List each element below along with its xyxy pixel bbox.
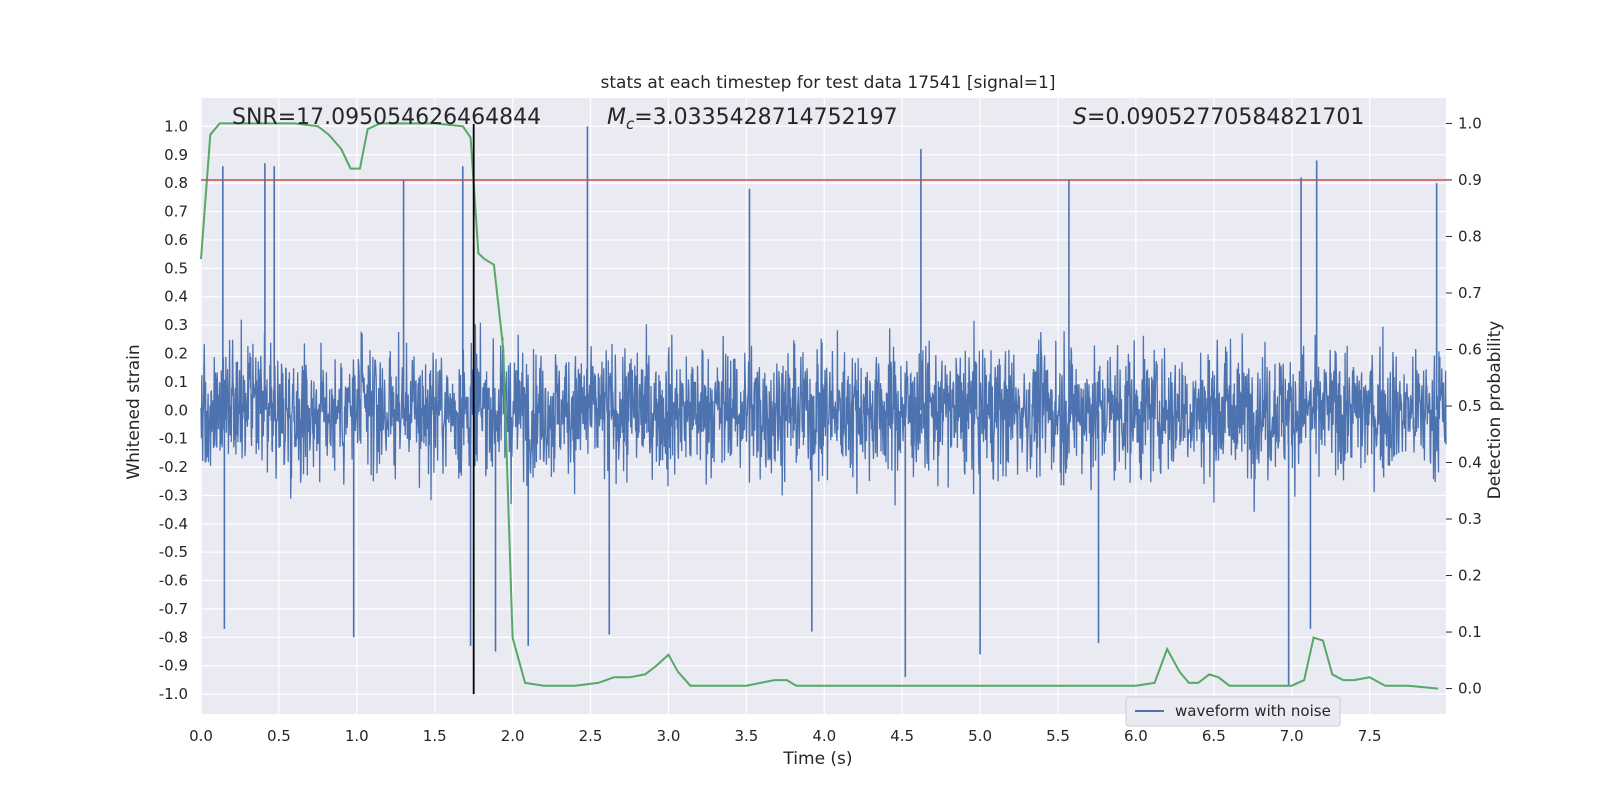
y-tick-label: 0.4: [164, 288, 188, 306]
mc-symbol: M: [607, 105, 626, 130]
x-axis-label: Time (s): [782, 749, 852, 769]
y-tick-label: 0.2: [164, 344, 188, 362]
y-tick-label: -0.6: [159, 572, 188, 590]
y2-tick-label: 0.2: [1458, 567, 1482, 585]
y-tick-label: 0.1: [164, 373, 188, 391]
x-tick-label: 3.0: [657, 727, 681, 745]
y2-axis-label: Detection probability: [1485, 321, 1505, 500]
x-tick-label: 6.0: [1124, 727, 1148, 745]
y-tick-label: -0.8: [159, 628, 188, 646]
y-tick-label: 0.3: [164, 316, 188, 334]
x-tick-label: 2.5: [579, 727, 603, 745]
y2-tick-label: 1.0: [1458, 114, 1482, 132]
legend-label: waveform with noise: [1175, 702, 1331, 720]
y-tick-label: -0.9: [159, 657, 188, 675]
y-tick-label: -0.2: [159, 458, 188, 476]
y-tick-label: -0.5: [159, 543, 188, 561]
x-tick-label: 0.0: [189, 727, 213, 745]
y-tick-label: 0.8: [164, 174, 188, 192]
x-axis-ticks: 0.0 0.5 1.0 1.5 2.0 2.5 3.0 3.5 4.0 4.5 5.0 5.5 6.0 6…: [189, 727, 1382, 745]
mc-annotation: Mc=3.0335428714752197: [607, 105, 898, 133]
y2-tick-label: 0.3: [1458, 510, 1482, 528]
y2-tick-label: 0.7: [1458, 284, 1482, 302]
x-tick-label: 3.5: [734, 727, 758, 745]
s-symbol: S: [1073, 105, 1087, 130]
legend: waveform with noise: [1125, 696, 1341, 727]
mc-subscript: c: [626, 115, 635, 133]
probability-series: [200, 122, 1439, 690]
y-axis-ticks: -1.0 -0.9 -0.8 -0.7 -0.6 -0.5 -0.4 -0.3 -0.2 -0.1…: [159, 117, 188, 703]
strain-line: [200, 319, 1447, 512]
strain-series: [200, 126, 1447, 686]
y2-axis-ticks: 0.0 0.1 0.2 0.3 0.4 0.5 0.6 0.7 0.8 0.9 1.0: [1446, 114, 1482, 698]
y2-tick-label: 0.6: [1458, 340, 1482, 358]
y-tick-label: -1.0: [159, 685, 188, 703]
x-tick-label: 4.5: [890, 727, 914, 745]
x-tick-label: 5.0: [968, 727, 992, 745]
reference-lines: [201, 124, 1446, 695]
s-value: =0.09052770584821701: [1087, 105, 1364, 130]
snr-annotation: SNR=17.095054626464844: [232, 105, 541, 130]
y-tick-label: -0.1: [159, 430, 188, 448]
y-tick-label: 0.7: [164, 203, 188, 221]
y2-tick-label: 0.0: [1458, 680, 1482, 698]
y2-tick-label: 0.1: [1458, 623, 1482, 641]
y2-tick-label: 0.4: [1458, 454, 1482, 472]
x-tick-label: 0.5: [267, 727, 291, 745]
x-tick-label: 4.0: [812, 727, 836, 745]
y2-tick-label: 0.9: [1458, 171, 1482, 189]
y-tick-label: 0.9: [164, 146, 188, 164]
y-tick-label: -0.4: [159, 515, 188, 533]
y-tick-label: 0.0: [164, 401, 188, 419]
legend-box: [1125, 696, 1341, 727]
y-axis-label: Whitened strain: [124, 344, 144, 479]
x-tick-label: 1.0: [345, 727, 369, 745]
x-tick-label: 7.5: [1358, 727, 1382, 745]
y2-tick-label: 0.8: [1458, 227, 1482, 245]
chart-title: stats at each timestep for test data 175…: [601, 73, 1056, 93]
y-tick-label: -0.7: [159, 600, 188, 618]
s-annotation: S=0.09052770584821701: [1073, 105, 1364, 130]
mc-value: =3.0335428714752197: [634, 105, 897, 130]
x-tick-label: 1.5: [423, 727, 447, 745]
x-tick-label: 5.5: [1046, 727, 1070, 745]
x-tick-label: 7.0: [1280, 727, 1304, 745]
y-tick-label: 0.5: [164, 259, 188, 277]
y-tick-label: -0.3: [159, 486, 188, 504]
x-tick-label: 2.0: [501, 727, 525, 745]
y2-tick-label: 0.5: [1458, 397, 1482, 415]
x-tick-label: 6.5: [1202, 727, 1226, 745]
probability-line: [200, 122, 1439, 690]
y-tick-label: 1.0: [164, 117, 188, 135]
y-tick-label: 0.6: [164, 231, 188, 249]
